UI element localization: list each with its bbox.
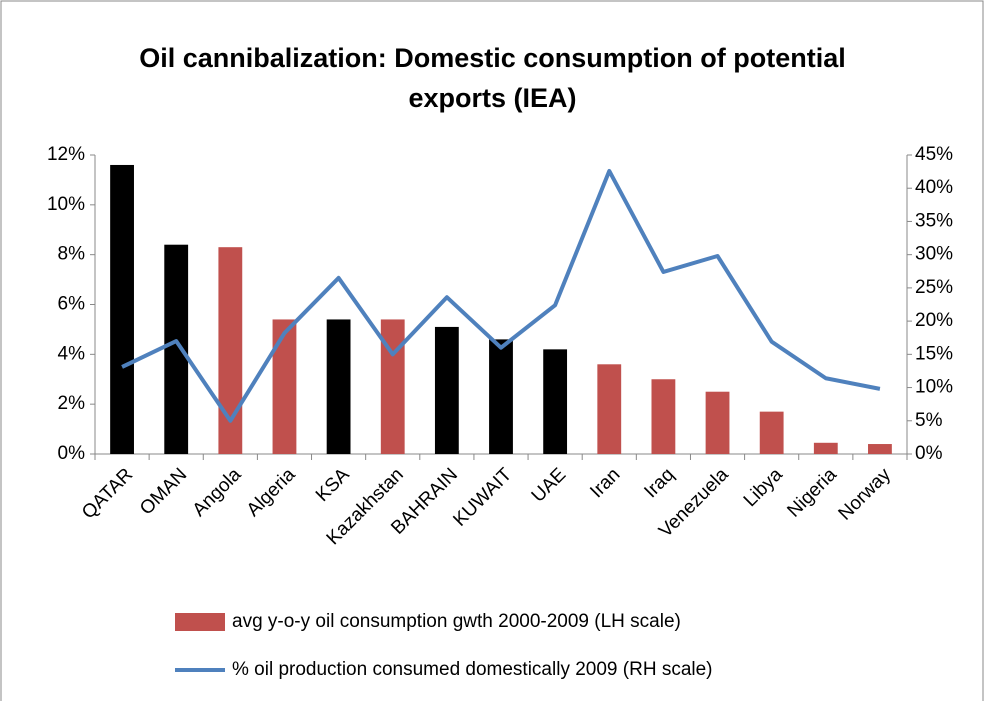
bar	[218, 247, 243, 454]
x-tick-label: Norway	[835, 464, 896, 525]
x-tick-label: Iran	[586, 464, 624, 502]
y2-tick-label: 10%	[915, 377, 953, 398]
y2-tick-label: 45%	[915, 144, 953, 165]
y2-tick-label: 20%	[915, 310, 953, 331]
x-tick-label: Iraq	[640, 464, 678, 502]
x-tick-label: KUWAIT	[449, 464, 516, 531]
bar	[272, 319, 297, 454]
y-tick-label: 4%	[58, 343, 86, 364]
bar	[813, 442, 838, 454]
bar	[380, 319, 405, 454]
bar	[651, 379, 676, 454]
legend-label: avg y-o-y oil consumption gwth 2000-2009…	[232, 611, 681, 632]
x-tick-label: Nigeria	[783, 464, 841, 522]
y-tick-label: 2%	[58, 393, 86, 414]
x-tick-label: OMAN	[136, 464, 191, 519]
y-tick-label: 10%	[47, 194, 85, 215]
x-tick-label: Angola	[189, 464, 246, 521]
y-tick-label: 12%	[47, 144, 85, 165]
x-tick-label: Libya	[740, 464, 787, 511]
legend-label: % oil production consumed domestically 2…	[232, 659, 713, 680]
legend-swatch	[175, 613, 225, 631]
y2-tick-label: 35%	[915, 210, 953, 231]
y-tick-label: 6%	[58, 294, 86, 315]
x-tick-label: Algeria	[243, 464, 300, 521]
bar	[759, 411, 784, 454]
y2-tick-label: 30%	[915, 244, 953, 265]
bar	[543, 349, 568, 454]
x-tick-label: UAE	[528, 464, 570, 506]
line	[121, 168, 881, 423]
y-tick-label: 0%	[58, 443, 86, 464]
bar	[868, 444, 892, 454]
bar	[434, 326, 459, 454]
y2-tick-label: 40%	[915, 177, 953, 198]
x-tick-label: QATAR	[78, 464, 137, 523]
y2-tick-label: 15%	[915, 343, 953, 364]
bar	[110, 164, 134, 454]
y2-tick-label: 5%	[915, 410, 943, 431]
y2-tick-label: 0%	[915, 443, 943, 464]
y2-tick-label: 25%	[915, 277, 953, 298]
bar	[705, 391, 730, 454]
bar	[489, 339, 513, 454]
bar	[597, 364, 622, 454]
bar	[164, 244, 189, 454]
y-tick-label: 8%	[58, 244, 86, 265]
chart-title: Oil cannibalization: Domestic consumptio…	[139, 43, 846, 113]
x-tick-label: KSA	[312, 464, 354, 506]
bar	[326, 319, 351, 454]
